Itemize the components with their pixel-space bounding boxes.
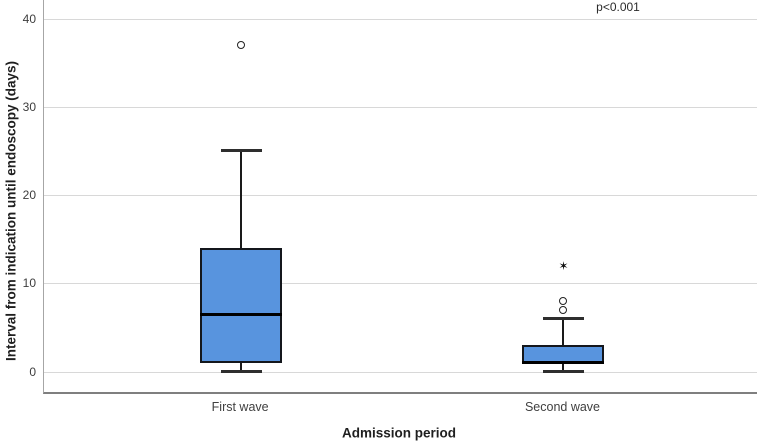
x-axis-labels: First wave Second wave <box>0 394 759 420</box>
category-label: Second wave <box>524 400 601 414</box>
outlier-point <box>559 297 568 306</box>
plot-area: ✶ p<0.001 <box>43 0 757 394</box>
gridline <box>44 18 757 20</box>
extreme-outlier-icon: ✶ <box>558 258 569 273</box>
category-label: First wave <box>211 400 269 414</box>
y-tick-label: 40 <box>22 11 36 26</box>
whisker-cap <box>220 370 262 374</box>
gridline <box>44 283 757 285</box>
x-axis-title: Admission period <box>341 425 457 441</box>
box-second-wave <box>522 345 605 363</box>
outlier-point <box>237 41 246 50</box>
y-tick-label: 0 <box>29 364 36 379</box>
y-tick-label: 20 <box>22 188 36 203</box>
gridline <box>44 106 757 108</box>
gridline <box>44 195 757 197</box>
median-line <box>522 361 605 365</box>
series-layer: ✶ <box>44 0 757 392</box>
y-axis-ticks: 0 10 20 30 40 <box>0 0 40 392</box>
outlier-point <box>559 305 568 314</box>
gridline <box>44 371 757 373</box>
whisker-cap <box>542 370 584 374</box>
box-first-wave <box>200 248 283 363</box>
whisker-cap <box>542 317 584 321</box>
y-tick-label: 30 <box>22 99 36 114</box>
y-tick-label: 10 <box>22 276 36 291</box>
whisker-cap <box>220 149 262 153</box>
median-line <box>200 312 283 316</box>
p-value-annotation: p<0.001 <box>596 0 640 14</box>
gridlines-layer <box>44 0 757 392</box>
